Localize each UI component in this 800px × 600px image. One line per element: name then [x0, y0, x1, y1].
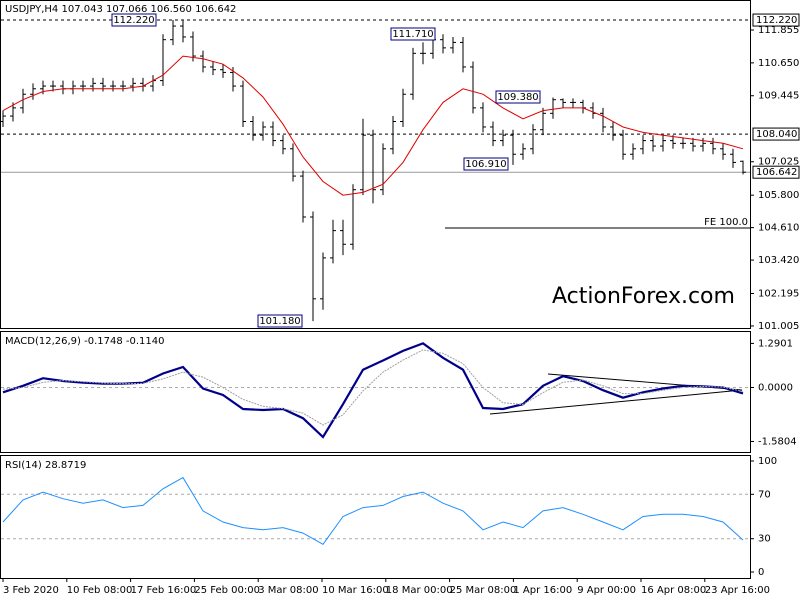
level-box	[752, 127, 800, 141]
y-tick-label: 100	[758, 456, 777, 467]
annotation: 111.710	[392, 29, 433, 40]
y-tick-label: 111.855	[758, 25, 799, 36]
rsi-panel	[0, 455, 751, 579]
y-tick-label: 30	[758, 534, 771, 545]
level-box	[752, 165, 800, 179]
annotation-box	[495, 90, 541, 104]
macd-title: MACD(12,26,9) -0.1748 -0.1140	[5, 336, 165, 347]
x-tick-label: 9 Apr 00:00	[577, 585, 636, 596]
x-tick-label: 10 Feb 08:00	[67, 585, 133, 596]
annotation-box	[111, 13, 157, 27]
y-tick-label: 110.650	[758, 58, 799, 69]
x-tick-label: 25 Mar 08:00	[450, 585, 517, 596]
price-panel	[0, 0, 751, 329]
y-tick-label: 70	[758, 489, 771, 500]
annotation: 106.910	[465, 159, 506, 170]
x-tick-label: 3 Mar 08:00	[258, 585, 318, 596]
watermark: ActionForex.com	[552, 284, 735, 309]
y-tick-label: 104.610	[758, 223, 799, 234]
y-tick-label: 107.025	[758, 157, 799, 168]
y-tick-label: -1.5804	[758, 436, 797, 447]
rsi-title: RSI(14) 28.8719	[5, 460, 86, 471]
x-tick-label: 16 Apr 08:00	[641, 585, 706, 596]
x-tick-label: 17 Feb 16:00	[131, 585, 197, 596]
y-tick-label: 0	[758, 567, 764, 578]
x-tick-label: 10 Mar 16:00	[322, 585, 389, 596]
annotation: 109.380	[497, 92, 538, 103]
macd-panel	[0, 331, 751, 453]
x-tick-label: 25 Feb 00:00	[194, 585, 260, 596]
annotation-box	[390, 27, 436, 41]
y-tick-label: 109.445	[758, 91, 799, 102]
annotation: 101.180	[259, 316, 300, 327]
x-tick-label: 23 Apr 16:00	[705, 585, 770, 596]
chart-title: USDJPY,H4 107.043 107.066 106.560 106.64…	[5, 4, 236, 15]
y-tick-label: 0.0000	[758, 382, 793, 393]
annotation-box	[463, 157, 509, 171]
x-tick-label: 3 Feb 2020	[3, 585, 59, 596]
y-tick-label: 1.2901	[758, 338, 793, 349]
fe-label: FE 100.0	[704, 217, 748, 228]
line	[2, 349, 744, 426]
level-label: 112.220	[756, 15, 797, 26]
y-tick-label: 101.005	[758, 321, 799, 332]
y-tick-label: 105.800	[758, 190, 799, 201]
line	[2, 476, 744, 545]
trend-line	[489, 389, 743, 415]
y-tick-label: 103.420	[758, 255, 799, 266]
level-label: 108.040	[756, 129, 797, 140]
level-label: 106.642	[756, 167, 797, 178]
y-tick-label: 102.195	[758, 288, 799, 299]
line	[2, 55, 744, 196]
annotation-box	[257, 314, 303, 328]
annotation: 112.220	[113, 15, 154, 26]
level-box	[752, 13, 800, 27]
x-tick-label: 18 Mar 00:00	[386, 585, 453, 596]
x-tick-label: 1 Apr 16:00	[513, 585, 572, 596]
